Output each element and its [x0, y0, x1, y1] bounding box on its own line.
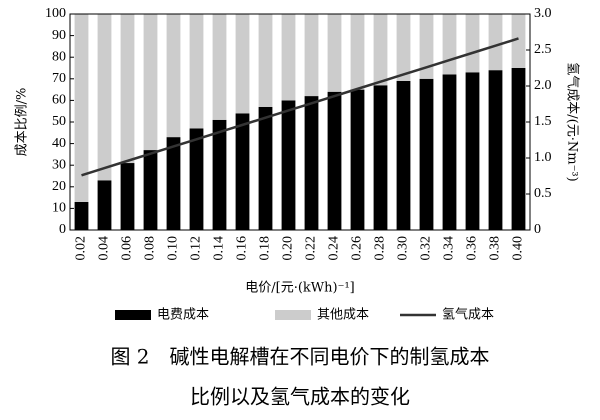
bar-segment	[465, 72, 480, 230]
x-tick-label: 0.36	[465, 236, 480, 261]
y-tick-label: 100	[45, 6, 66, 21]
caption: 图 2 碱性电解槽在不同电价下的制氢成本	[110, 345, 489, 369]
bar-segment	[442, 14, 457, 75]
legend-label: 其他成本	[317, 308, 369, 323]
y-tick-label: 50	[52, 114, 66, 129]
y-tick-label: 80	[52, 49, 66, 64]
bar-segment	[304, 96, 319, 230]
bar-segment	[396, 80, 411, 231]
bar-segment	[465, 14, 480, 73]
x-tick-label: 0.14	[212, 236, 227, 261]
x-tick-label: 0.10	[166, 236, 181, 261]
bar-segment	[120, 14, 135, 164]
bar-segment	[235, 113, 250, 230]
bar-segment	[396, 14, 411, 81]
x-tick-label: 0.30	[396, 236, 411, 261]
bar-segment	[212, 119, 227, 230]
caption: 比例以及氢气成本的变化	[190, 385, 410, 409]
y-tick-label: 60	[52, 93, 66, 108]
y-tick-label: 20	[52, 179, 66, 194]
bar-segment	[74, 201, 89, 230]
bar-segment	[143, 14, 158, 151]
y2-tick-label: 0.5	[534, 186, 552, 201]
legend-label: 电费成本	[157, 308, 209, 323]
x-tick-label: 0.38	[488, 236, 503, 261]
bar-segment	[258, 106, 273, 230]
x-tick-label: 0.18	[258, 236, 273, 261]
bar-segment	[189, 128, 204, 230]
x-tick-label: 0.34	[442, 236, 457, 261]
legend-label: 氢气成本	[442, 307, 494, 323]
bar-segment	[258, 14, 273, 107]
legend-swatch	[275, 310, 311, 320]
bar-segment	[74, 14, 89, 202]
x-tick-label: 0.20	[281, 236, 296, 261]
bar-segment	[511, 68, 526, 230]
bar-segment	[350, 89, 365, 230]
bar-segment	[373, 85, 388, 230]
x-axis-label: 电价/[元·(kWh)⁻¹]	[245, 281, 355, 296]
bar-segment	[442, 74, 457, 230]
bar-segment	[511, 14, 526, 68]
bar-segment	[281, 100, 296, 231]
x-tick-label: 0.02	[74, 236, 89, 261]
bar-segment	[327, 14, 342, 92]
bar-segment	[373, 14, 388, 86]
y2-tick-label: 2.5	[534, 42, 552, 57]
x-tick-label: 0.08	[143, 236, 158, 261]
bar-segment	[97, 180, 112, 230]
y2-tick-label: 3.0	[534, 6, 552, 21]
x-tick-label: 0.04	[97, 236, 112, 261]
bar-segment	[281, 14, 296, 101]
x-tick-label: 0.16	[235, 236, 250, 261]
bar-segment	[189, 14, 204, 129]
y2-axis-label: 氢气成本/(元·Nm⁻³)	[565, 62, 581, 181]
bar-segment	[235, 14, 250, 114]
plot-frame	[69, 13, 531, 231]
bar-segment	[120, 163, 135, 230]
x-tick-label: 0.26	[350, 236, 365, 261]
bar-segment	[212, 14, 227, 120]
y-tick-label: 70	[52, 71, 66, 86]
bar-segment	[419, 78, 434, 230]
bar-segment	[488, 70, 503, 230]
y-tick-label: 40	[52, 136, 66, 151]
x-tick-label: 0.32	[419, 236, 434, 261]
bar-segment	[143, 150, 158, 230]
x-tick-label: 0.24	[327, 236, 342, 261]
bar-segment	[166, 14, 181, 138]
y-tick-label: 10	[52, 201, 66, 216]
x-tick-label: 0.28	[373, 236, 388, 261]
y2-tick-label: 1.0	[534, 150, 552, 165]
bar-segment	[97, 14, 112, 181]
bar-segment	[488, 14, 503, 71]
y-tick-label: 90	[52, 28, 66, 43]
y-tick-label: 0	[59, 222, 66, 237]
bar-segment	[419, 14, 434, 79]
line-series	[81, 37, 519, 177]
legend-swatch	[115, 310, 151, 320]
y2-tick-label: 0	[534, 222, 541, 237]
y2-tick-label: 2.0	[534, 78, 552, 93]
x-tick-label: 0.22	[304, 236, 319, 261]
y-tick-label: 30	[52, 157, 66, 172]
bar-segment	[327, 91, 342, 230]
bar-segment	[350, 14, 365, 90]
x-tick-label: 0.40	[511, 236, 526, 261]
x-tick-label: 0.12	[189, 236, 204, 261]
bar-segment	[166, 137, 181, 230]
y2-tick-label: 1.5	[534, 114, 552, 129]
bar-segment	[304, 14, 319, 97]
y-axis-label: 成本比例/%	[15, 88, 30, 157]
x-tick-label: 0.06	[120, 236, 135, 261]
